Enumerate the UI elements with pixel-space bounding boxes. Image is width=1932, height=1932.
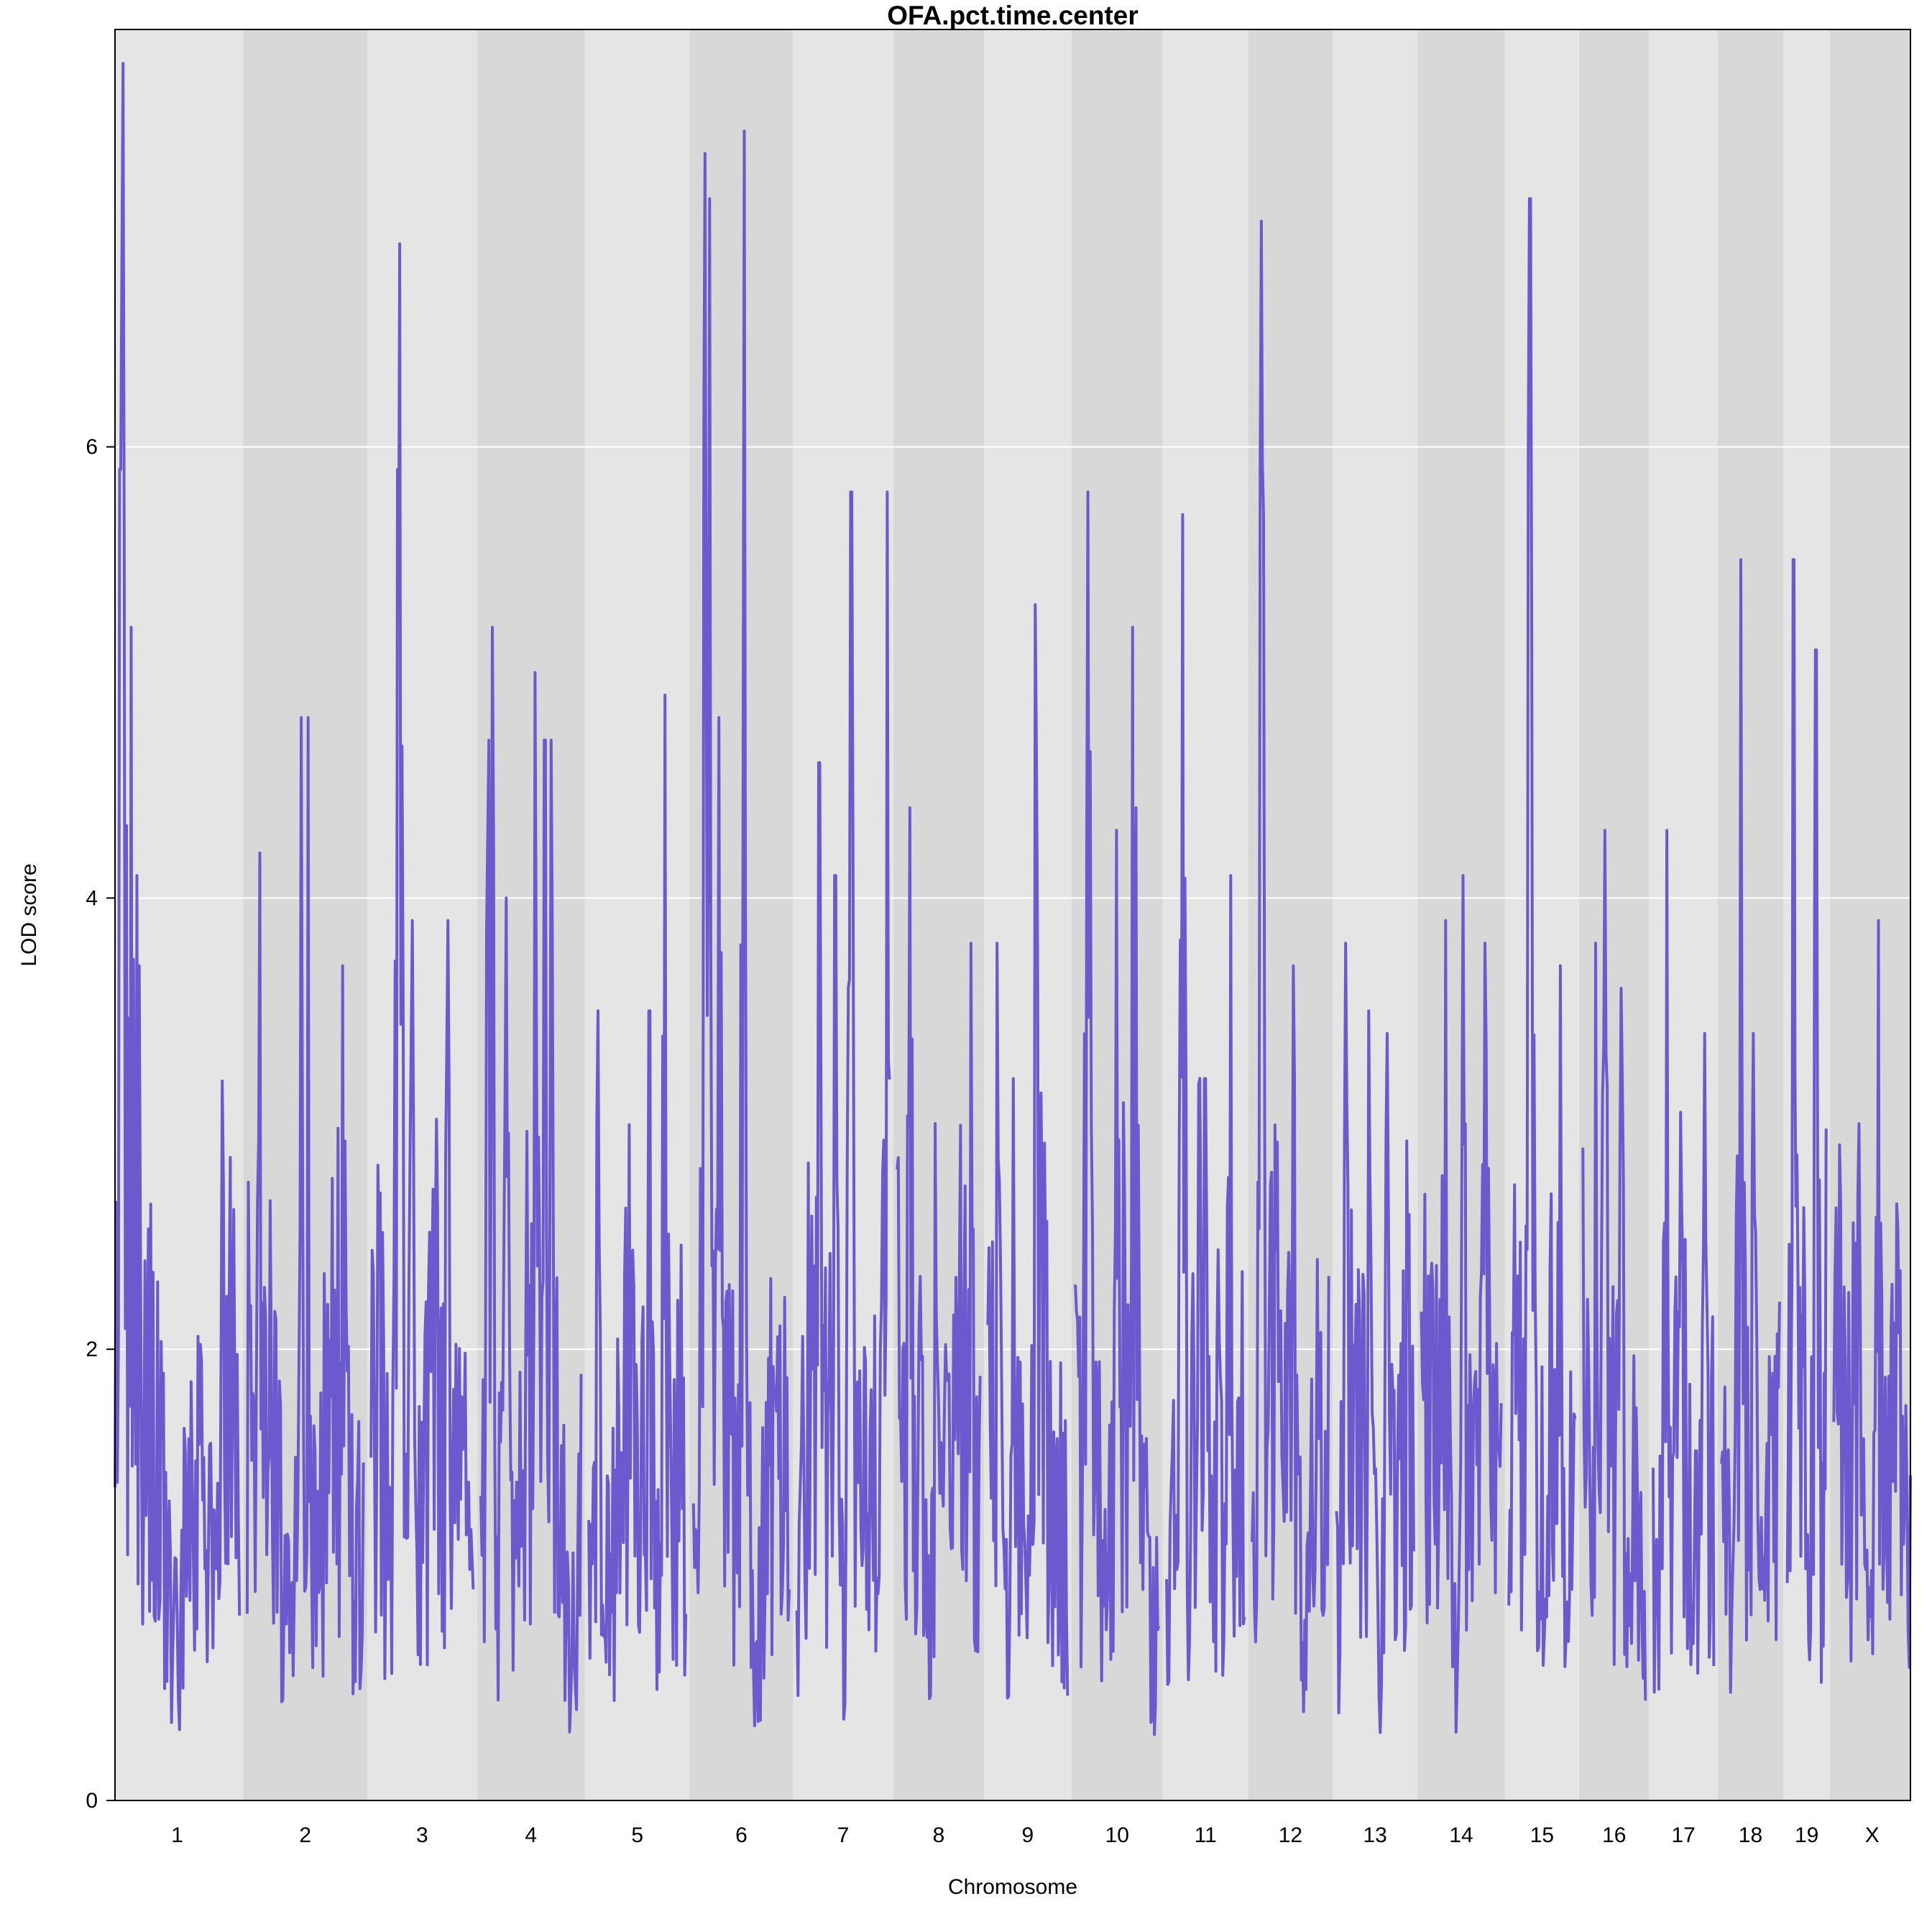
lod-line-chr-17: [1652, 829, 1716, 1694]
x-tick-label-chr-10: 10: [1105, 1823, 1129, 1847]
lod-line-chr-16: [1581, 829, 1647, 1701]
lod-line-chr-18: [1720, 558, 1781, 1694]
y-tick-label: 2: [86, 1338, 98, 1361]
lod-line-chr-3: [369, 242, 475, 1680]
x-tick-label-chr-1: 1: [171, 1823, 183, 1847]
y-tick-label: 6: [86, 436, 98, 459]
plot-frame: [114, 29, 1911, 1801]
y-tick-label: 0: [86, 1789, 98, 1813]
lod-line-chr-12: [1251, 219, 1330, 1714]
x-axis-title: Chromosome: [948, 1875, 1077, 1899]
chart-title: OFA.pct.time.center: [887, 1, 1138, 30]
x-tick-label-chr-5: 5: [631, 1823, 643, 1847]
x-tick-label-chr-7: 7: [837, 1823, 850, 1847]
lod-line-chr-15: [1507, 197, 1577, 1668]
y-axis: 0 2 4 6: [86, 436, 115, 1813]
lod-line-chr-10: [1074, 490, 1161, 1736]
x-tick-label-chr-9: 9: [1022, 1823, 1034, 1847]
x-tick-label-chr-12: 12: [1279, 1823, 1302, 1847]
x-tick-label-chr-2: 2: [299, 1823, 311, 1847]
x-axis: 1 2 3 4 5 6 7 8 9 10 11 12 13 14 15 16 17 18 19 X: [171, 1823, 1879, 1847]
x-tick-label-chr-17: 17: [1672, 1823, 1696, 1847]
lod-line-chr-11: [1165, 512, 1246, 1686]
lod-line-chr-14: [1420, 874, 1503, 1734]
lod-line-chr-4: [479, 625, 583, 1734]
x-tick-label-chr-16: 16: [1602, 1823, 1626, 1847]
x-tick-label-chr-14: 14: [1449, 1823, 1473, 1847]
x-tick-label-chr-8: 8: [933, 1823, 945, 1847]
lod-line-chr-6: [691, 129, 791, 1727]
x-tick-label-chr-4: 4: [525, 1823, 537, 1847]
lod-line-chr-2: [245, 716, 365, 1703]
y-axis-title: LOD score: [17, 863, 41, 966]
x-tick-label-chr-3: 3: [416, 1823, 428, 1847]
x-tick-label-chr-15: 15: [1530, 1823, 1554, 1847]
lod-line-chr-7: [795, 490, 891, 1721]
lod-line-chr-1: [114, 62, 242, 1731]
x-tick-label-chr-13: 13: [1363, 1823, 1386, 1847]
lod-line-chr-8: [896, 806, 982, 1701]
x-tick-label-chr-19: 19: [1795, 1823, 1818, 1847]
x-tick-label-chr-11: 11: [1195, 1823, 1217, 1847]
x-tick-label-chr-18: 18: [1739, 1823, 1762, 1847]
lod-line-chr-X: [1832, 919, 1912, 1669]
x-tick-label-chr-6: 6: [735, 1823, 748, 1847]
lod-line-chr-5: [587, 694, 688, 1702]
y-tick-label: 4: [86, 886, 98, 910]
x-tick-label-chr-X: X: [1865, 1823, 1880, 1847]
lod-line-chr-13: [1335, 942, 1415, 1734]
lod-series: [114, 62, 1912, 1736]
lod-line-chr-19: [1785, 558, 1828, 1684]
lod-line-chr-9: [986, 603, 1070, 1700]
